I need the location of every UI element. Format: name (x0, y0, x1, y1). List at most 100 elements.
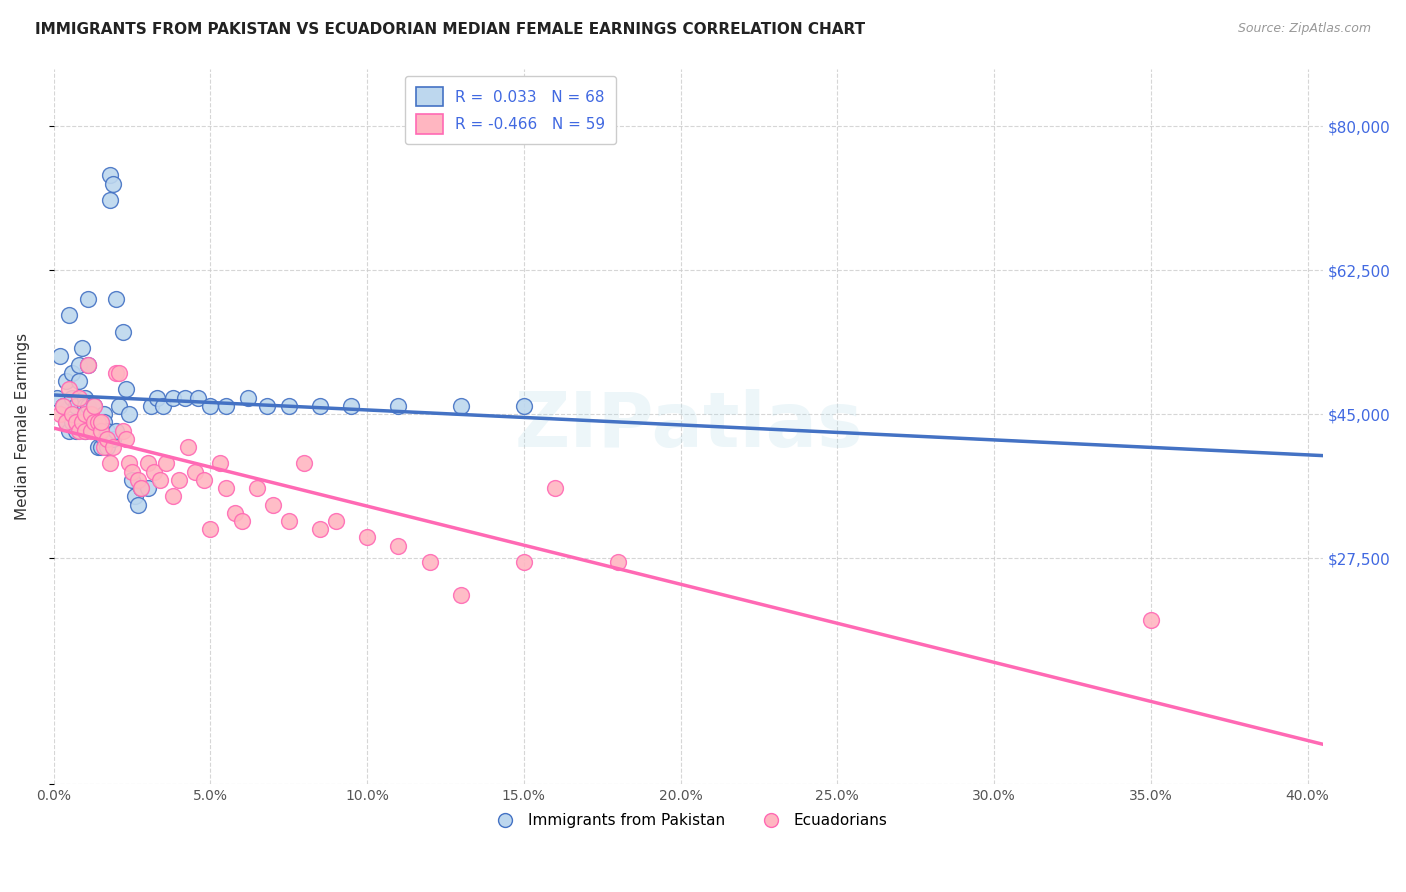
Point (114, 432, 136, 446)
Point (146, 391, 169, 405)
Point (356, 531, 378, 545)
Point (419, 555, 441, 569)
Point (105, 292, 128, 306)
Point (62, 391, 84, 405)
Point (387, 399, 409, 413)
Point (73, 407, 96, 421)
Point (121, 465, 143, 479)
Point (67, 391, 90, 405)
Point (139, 399, 162, 413)
Point (131, 481, 153, 495)
Point (96, 432, 118, 446)
Point (155, 457, 177, 471)
Point (90, 440, 112, 454)
Point (83, 415, 105, 429)
Point (215, 481, 238, 495)
Point (52, 399, 75, 413)
Point (98, 457, 121, 471)
Point (67, 374, 90, 388)
Point (73, 424, 96, 438)
Point (114, 383, 136, 397)
Point (450, 588, 472, 602)
Point (67, 424, 90, 438)
Point (450, 399, 472, 413)
Point (108, 366, 131, 380)
Point (200, 522, 222, 536)
Point (77, 292, 100, 306)
Point (177, 440, 200, 454)
Point (111, 424, 134, 438)
Point (70, 341, 93, 355)
Point (67, 415, 90, 429)
Point (193, 473, 215, 487)
Point (70, 415, 93, 429)
Point (606, 555, 628, 569)
Point (246, 481, 269, 495)
Point (387, 539, 409, 553)
Point (73, 407, 96, 421)
Point (96, 440, 118, 454)
Point (105, 424, 128, 438)
Point (80, 415, 103, 429)
Point (294, 457, 316, 471)
Point (231, 514, 253, 528)
Point (124, 489, 146, 503)
Point (93, 415, 115, 429)
Point (1140, 613, 1163, 627)
Point (215, 399, 238, 413)
Point (111, 325, 134, 339)
Point (309, 522, 332, 536)
Text: Source: ZipAtlas.com: Source: ZipAtlas.com (1237, 22, 1371, 36)
Point (309, 399, 332, 413)
Point (108, 399, 131, 413)
Point (136, 457, 159, 471)
Point (131, 481, 153, 495)
Point (101, 440, 124, 454)
Point (58, 383, 80, 397)
Point (62, 407, 84, 421)
Point (325, 514, 347, 528)
Point (90, 415, 112, 429)
Point (200, 399, 222, 413)
Point (93, 407, 115, 421)
Point (167, 473, 190, 487)
Point (513, 399, 536, 413)
Point (162, 391, 184, 405)
Point (90, 415, 112, 429)
Point (105, 366, 128, 380)
Point (93, 432, 115, 446)
Point (55, 374, 77, 388)
Point (544, 481, 567, 495)
Point (77, 358, 100, 372)
Point (80, 407, 103, 421)
Point (73, 391, 96, 405)
Point (86, 440, 108, 454)
Point (65, 415, 87, 429)
Point (73, 399, 96, 413)
Point (62, 415, 84, 429)
Point (277, 514, 299, 528)
Point (101, 177, 124, 191)
Point (45, 391, 67, 405)
Point (98, 193, 121, 207)
Point (80, 407, 103, 421)
Point (73, 424, 96, 438)
Y-axis label: Median Female Earnings: Median Female Earnings (15, 333, 30, 520)
Text: IMMIGRANTS FROM PAKISTAN VS ECUADORIAN MEDIAN FEMALE EARNINGS CORRELATION CHART: IMMIGRANTS FROM PAKISTAN VS ECUADORIAN M… (35, 22, 865, 37)
Point (162, 489, 184, 503)
Text: ZIPatlas: ZIPatlas (515, 390, 863, 464)
Point (513, 555, 536, 569)
Point (83, 399, 105, 413)
Point (121, 473, 143, 487)
Point (101, 432, 124, 446)
Point (55, 415, 77, 429)
Point (118, 457, 141, 471)
Point (67, 358, 90, 372)
Point (262, 498, 284, 512)
Point (77, 358, 100, 372)
Point (224, 506, 246, 520)
Point (86, 415, 108, 429)
Point (127, 473, 149, 487)
Point (62, 366, 84, 380)
Point (208, 457, 231, 471)
